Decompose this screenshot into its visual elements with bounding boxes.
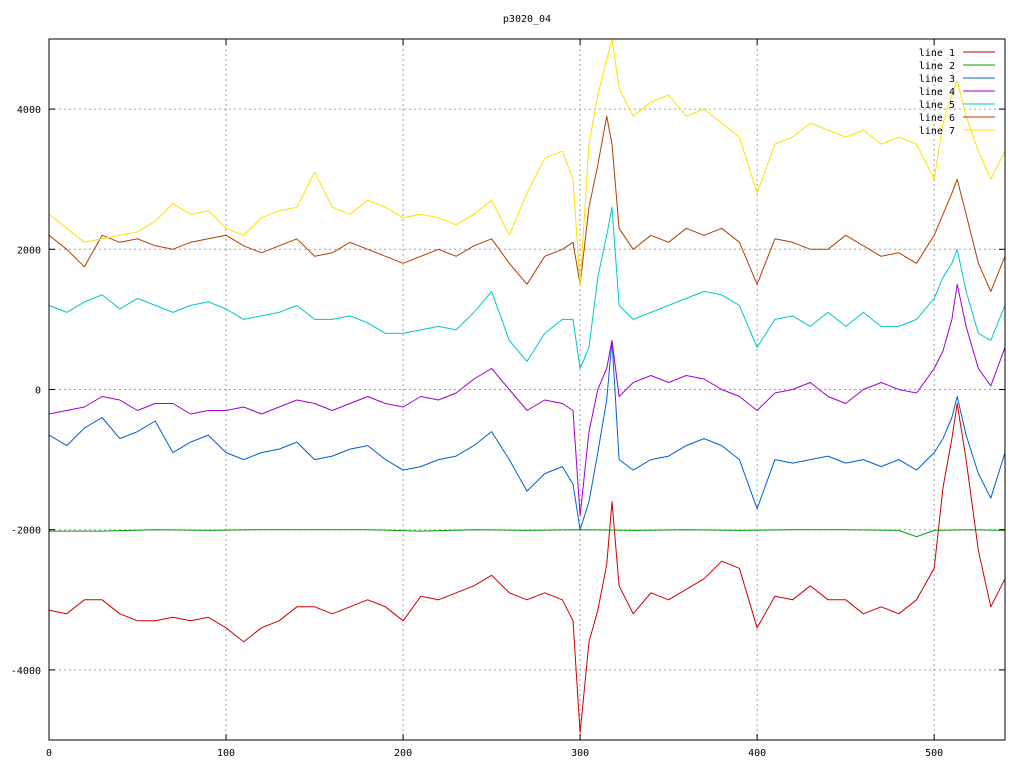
axis-ticks: 0 100 200 300 400 500 -4000 -2000 0 2000 4000 — [11, 39, 1005, 759]
legend-label-1: line 1 — [919, 48, 955, 59]
plot-frame — [48, 38, 1006, 741]
series-line-4 — [49, 283, 1005, 517]
x-tick-label: 400 — [748, 748, 766, 759]
legend: line 1 line 2 line 3 line 4 line 5 line 6 line… — [919, 48, 995, 137]
x-tick-label: 200 — [394, 748, 412, 759]
grid-lines — [48, 39, 1005, 740]
series-line-1 — [49, 403, 1005, 734]
legend-label-4: line 4 — [919, 87, 955, 98]
series-line-5 — [49, 206, 1005, 369]
y-tick-label: -2000 — [11, 526, 41, 537]
y-tick-label: 2000 — [17, 245, 41, 256]
series-line-6 — [49, 115, 1005, 292]
y-tick-label: -4000 — [11, 666, 41, 677]
series-line-2 — [49, 529, 1005, 538]
legend-label-5: line 5 — [919, 100, 955, 111]
legend-label-3: line 3 — [919, 74, 955, 85]
x-tick-label: 300 — [571, 748, 589, 759]
legend-label-7: line 7 — [919, 126, 955, 137]
series-line-7 — [49, 39, 1005, 285]
chart-title: p3020_04 — [503, 14, 551, 25]
x-tick-label: 500 — [925, 748, 943, 759]
legend-label-6: line 6 — [919, 113, 955, 124]
x-tick-label: 100 — [217, 748, 235, 759]
legend-label-2: line 2 — [919, 61, 955, 72]
x-tick-label: 0 — [46, 748, 52, 759]
series-line-3 — [49, 339, 1005, 531]
series-lines — [49, 39, 1005, 734]
y-tick-label: 4000 — [17, 105, 41, 116]
y-tick-label: 0 — [35, 386, 41, 397]
